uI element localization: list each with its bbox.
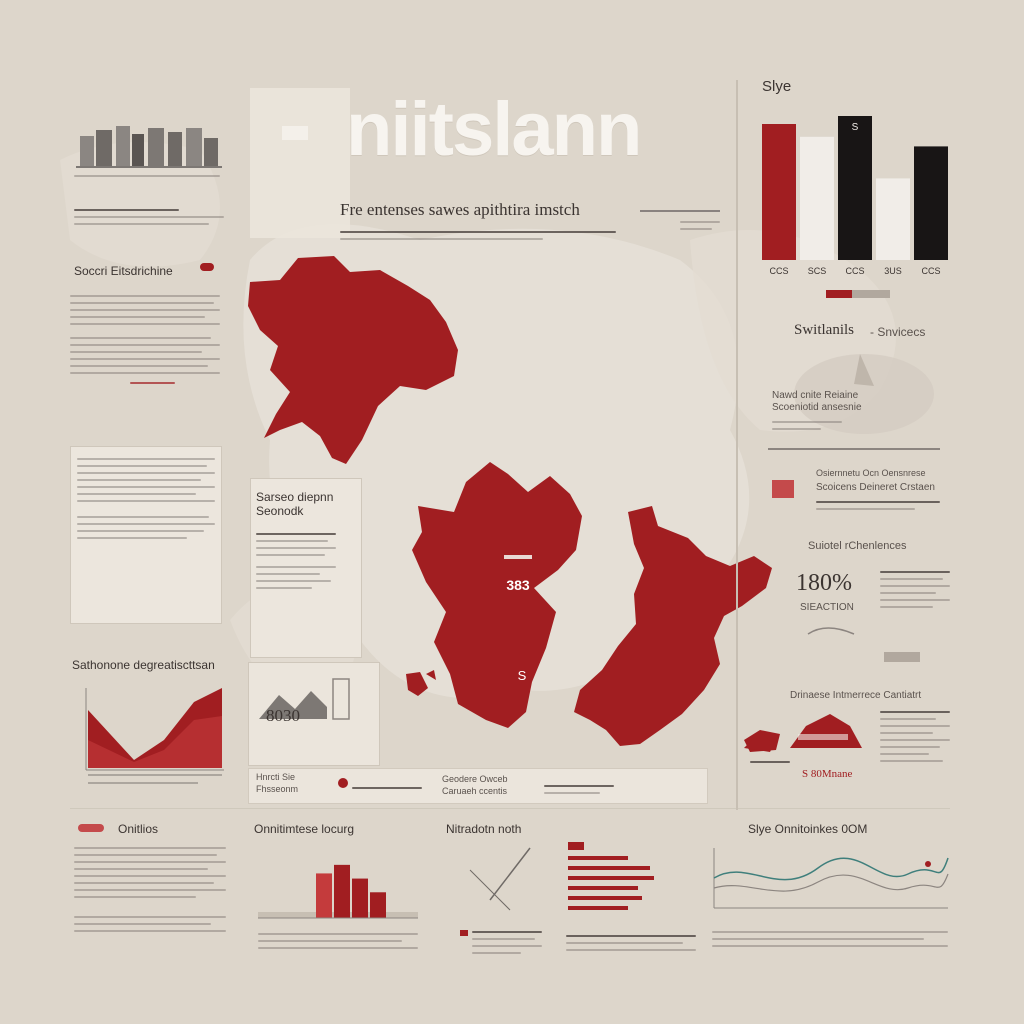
bottom-bar-chart <box>258 864 418 919</box>
sub-card-line2: Scoeniotid ansesnie <box>772 402 862 413</box>
bar-2 <box>838 116 872 260</box>
bottom-col3-heading: Nitradotn noth <box>446 822 522 836</box>
left-area-chart <box>64 680 224 790</box>
footer2-line2: Caruaeh ccentis <box>442 786 508 796</box>
right-heading-2: Switlanils <box>794 322 855 338</box>
stat-caption: SIEACTION <box>800 602 854 613</box>
subtitle-text-block <box>340 226 630 245</box>
lower-value: S 80Mnane <box>802 768 853 780</box>
bottom-col2-heading: Onnitimtese locurg <box>254 822 355 836</box>
left-bottom-heading: Sathonone degreatiscttsan <box>72 658 215 672</box>
column-divider <box>736 80 738 810</box>
map-small-label: S <box>518 668 527 683</box>
lower-text-a <box>750 756 790 768</box>
bottom-col3-marker <box>460 930 468 936</box>
bottom-bar-2 <box>352 878 368 918</box>
stat-side-text <box>880 566 950 613</box>
left-heading-marker <box>200 263 214 271</box>
bottom-bar-1 <box>334 864 350 918</box>
sub-card-text <box>772 416 842 435</box>
lower-heading: Drinaese Intmerrece Cantiatrt <box>790 690 922 701</box>
bottom-col1-text <box>74 842 226 937</box>
left-mini-skyline <box>76 124 222 170</box>
bar-3 <box>876 178 910 260</box>
bar-0 <box>762 124 796 260</box>
subtitle-side-text <box>680 216 720 235</box>
center-map: 383 S <box>248 256 780 752</box>
bottom-col3b-text <box>566 930 696 956</box>
page-subtitle: Fre entenses sawes apithtira imstch <box>340 200 580 219</box>
bar-chart-title: Slye <box>762 78 792 95</box>
center-card-heading-line2: Seonodk <box>256 504 304 518</box>
left-heading-1: Soccri Eitsdrichine <box>74 264 173 278</box>
center-footer-bar <box>248 768 708 804</box>
right-mid-text-1: Osiernnetu Ocn Oensnrese <box>816 468 926 478</box>
center-mini-value: 8030 <box>266 706 300 725</box>
subtitle-rule <box>640 210 720 212</box>
right-heading-2-suffix: - Snvicecs <box>870 325 926 339</box>
bottom-col3-deco <box>450 840 550 920</box>
footer1-line2: Fhsseonm <box>256 784 299 794</box>
bottom-divider <box>70 808 950 809</box>
left-text-card-1 <box>70 290 220 440</box>
bottom-col3b-hbar <box>566 840 666 920</box>
bar-value-label: S <box>852 122 859 133</box>
bar-category-label: SCS <box>808 266 827 276</box>
bar-category-label: CCS <box>845 266 864 276</box>
footer2-line1: Geodere Owceb <box>442 774 508 784</box>
left-text-card-2 <box>70 446 222 624</box>
title-backdrop <box>250 88 350 238</box>
footer1-line1: Hnrcti Sie <box>256 772 296 782</box>
title-deco-block <box>282 126 308 140</box>
map-value-label: 383 <box>506 577 530 593</box>
bottom-line-chart <box>708 838 952 918</box>
page-title: niitslann <box>346 87 642 172</box>
bottom-col2-text <box>258 928 418 954</box>
right-bar-chart: CCS SCS CCS 3US CCS S <box>762 116 948 276</box>
center-card-text <box>256 528 336 594</box>
bar-chart-footer <box>826 290 890 298</box>
bottom-col3-text <box>472 926 542 959</box>
bar-category-label: 3US <box>884 266 902 276</box>
bar-category-label: CCS <box>921 266 940 276</box>
right-mid-text-block <box>816 496 940 515</box>
bottom-col4-text <box>712 926 948 952</box>
center-card-heading-line1: Sarseo diepnn <box>256 490 334 504</box>
bar-category-label: CCS <box>769 266 788 276</box>
left-intro-text <box>74 204 224 230</box>
bottom-col1-heading: Onitlios <box>118 822 159 836</box>
bottom-bar-3 <box>370 892 386 918</box>
stat-value: 180% <box>796 570 852 596</box>
left-axis-labels <box>74 170 220 182</box>
bar-1 <box>800 136 834 260</box>
sub-card-line1: Nawd cnite Reiaine <box>772 390 859 401</box>
footer-text-b <box>544 780 614 799</box>
stat-button[interactable] <box>884 652 920 662</box>
bottom-bar-0 <box>316 873 332 918</box>
stat-deco <box>806 618 856 638</box>
footer-marker <box>338 778 348 788</box>
bottom-col4-heading: Slye Onnitoinkes 0OM <box>748 822 868 836</box>
stat-heading: Suiotel rChenlences <box>808 540 907 552</box>
center-info-card <box>250 478 362 658</box>
footer-text-a <box>352 782 422 794</box>
right-mid-text-2: Scoicens Deineret Crstaen <box>816 482 935 493</box>
bar-4 <box>914 146 948 260</box>
center-mini-card <box>248 662 380 766</box>
right-mid-icon <box>772 480 794 498</box>
lower-mini-map <box>740 700 880 756</box>
right-sub-card <box>764 344 940 454</box>
bottom-col1-marker <box>78 824 104 832</box>
lower-side-text <box>880 706 950 767</box>
